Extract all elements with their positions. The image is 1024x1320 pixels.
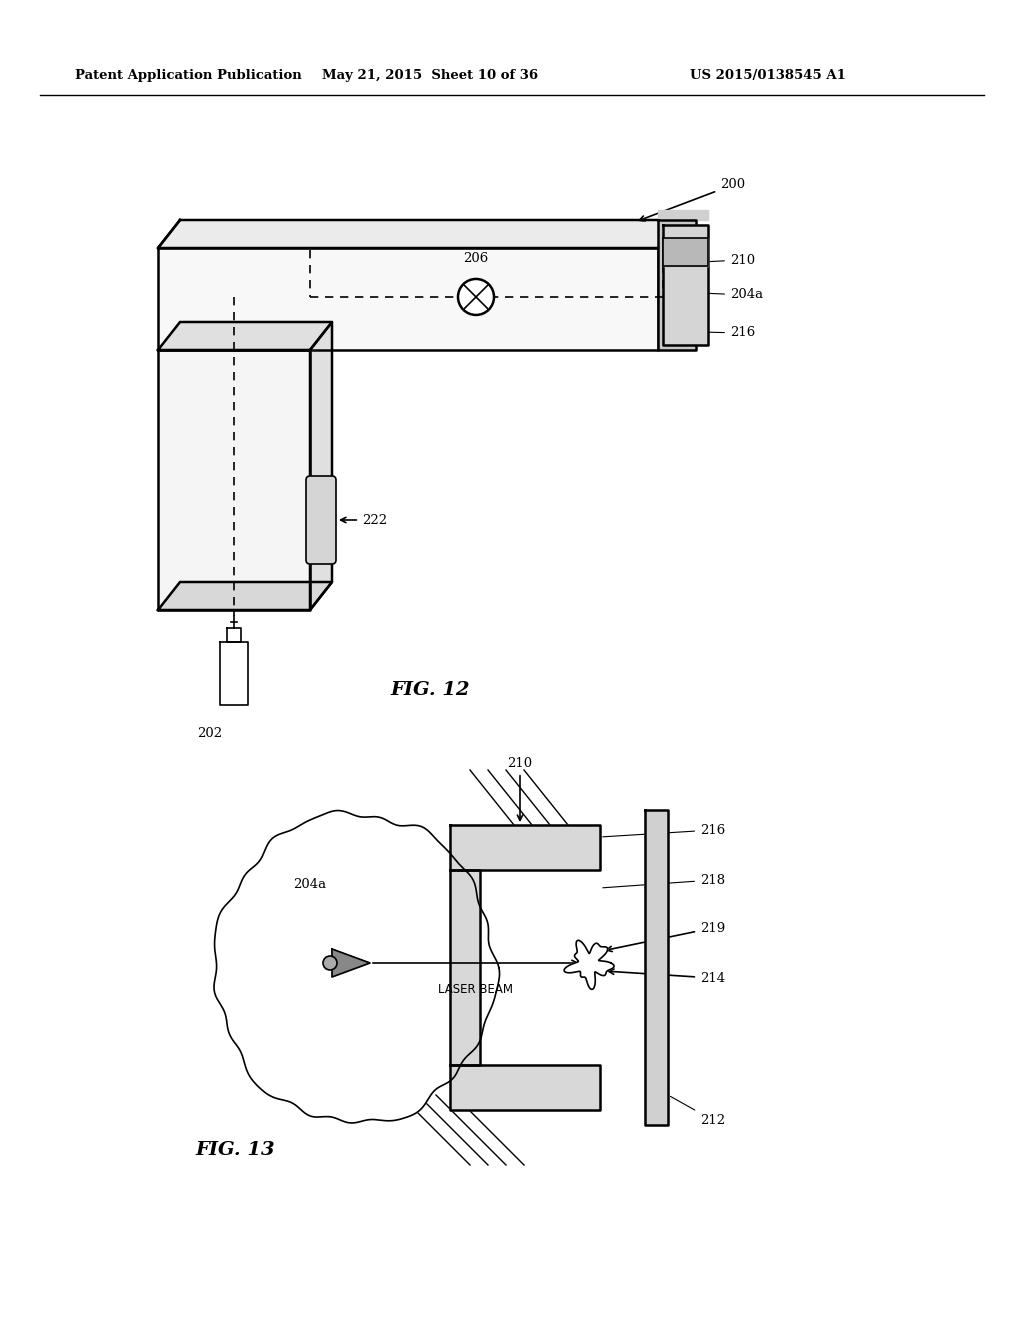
Text: LASER BEAM: LASER BEAM [438,983,513,997]
Polygon shape [158,220,680,248]
Text: 214: 214 [608,969,725,985]
Text: US 2015/0138545 A1: US 2015/0138545 A1 [690,69,846,82]
Polygon shape [158,248,658,350]
Circle shape [458,279,494,315]
Polygon shape [663,224,708,345]
Text: 206: 206 [464,252,488,265]
Text: 210: 210 [508,756,532,820]
Polygon shape [214,810,500,1123]
Text: 218: 218 [603,874,725,888]
Polygon shape [158,582,332,610]
Text: FIG. 12: FIG. 12 [390,681,470,700]
Polygon shape [332,949,370,977]
Text: 204a: 204a [294,879,327,891]
Text: 202: 202 [198,727,222,741]
Polygon shape [663,238,708,267]
Text: FIG. 13: FIG. 13 [196,1140,274,1159]
Polygon shape [658,210,708,220]
Polygon shape [645,810,668,1125]
Text: 204a: 204a [702,289,763,301]
Polygon shape [450,825,600,870]
Polygon shape [450,870,480,1065]
Polygon shape [450,1065,600,1110]
Polygon shape [480,870,600,1065]
Text: 210: 210 [702,253,755,267]
Polygon shape [310,322,332,610]
Polygon shape [158,350,310,610]
Text: 216: 216 [603,824,725,837]
Polygon shape [158,322,332,350]
Text: 216: 216 [702,326,756,339]
Text: 212: 212 [671,1097,725,1126]
Text: Patent Application Publication: Patent Application Publication [75,69,302,82]
Text: May 21, 2015  Sheet 10 of 36: May 21, 2015 Sheet 10 of 36 [322,69,538,82]
Polygon shape [658,220,696,350]
Circle shape [323,956,337,970]
Polygon shape [564,940,614,990]
Text: 222: 222 [341,513,387,527]
Text: 219: 219 [606,921,725,952]
FancyBboxPatch shape [306,477,336,564]
Text: 200: 200 [639,178,745,220]
